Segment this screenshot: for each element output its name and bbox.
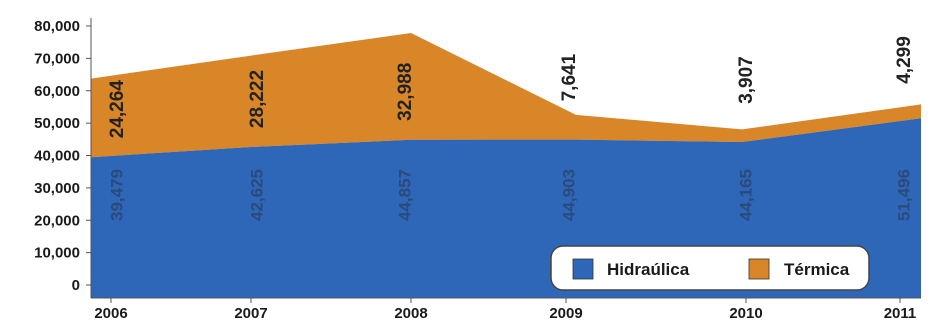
axes: 0 10,000 20,000 30,000 40,000 50,000 60,000 70,… xyxy=(34,18,921,322)
data-label-hidraulica: 42,625 xyxy=(247,169,266,221)
y-tick-label: 50,000 xyxy=(34,115,80,132)
y-tick-label: 80,000 xyxy=(34,18,80,35)
legend-swatch-termica xyxy=(748,258,770,280)
legend-label-hidraulica: Hidraúlica xyxy=(607,260,690,279)
data-label-termica: 4,299 xyxy=(894,36,915,84)
x-tick-label: 2007 xyxy=(234,305,267,322)
x-tick-label: 2009 xyxy=(549,305,582,322)
data-label-termica: 3,907 xyxy=(736,56,757,104)
x-tick-label: 2010 xyxy=(729,305,762,322)
y-tick-label: 40,000 xyxy=(34,148,80,165)
data-labels: 39,479 42,625 44,857 44,903 44,165 51,496 24,2… xyxy=(107,36,915,221)
y-tick-label: 30,000 xyxy=(34,180,80,197)
x-tick-label: 2008 xyxy=(394,305,427,322)
data-label-termica: 24,264 xyxy=(107,80,128,139)
legend-swatch-hidraulica xyxy=(572,258,594,280)
area-termica xyxy=(91,33,921,158)
legend-box xyxy=(550,245,870,291)
data-label-hidraulica: 44,165 xyxy=(736,169,755,221)
data-label-hidraulica: 44,857 xyxy=(395,169,414,221)
y-tick-label: 60,000 xyxy=(34,83,80,100)
data-label-hidraulica: 51,496 xyxy=(894,169,913,221)
x-tick-label: 2011 xyxy=(884,305,917,322)
y-tick-label: 70,000 xyxy=(34,50,80,67)
legend-label-termica: Térmica xyxy=(784,260,850,279)
data-label-termica: 7,641 xyxy=(559,53,580,101)
x-tick-label: 2006 xyxy=(94,305,127,322)
data-label-hidraulica: 39,479 xyxy=(107,169,126,221)
legend: Hidraúlica Térmica xyxy=(550,245,870,291)
data-label-termica: 32,988 xyxy=(395,63,416,121)
y-tick-label: 10,000 xyxy=(34,245,80,262)
y-tick-label: 20,000 xyxy=(34,212,80,229)
data-label-termica: 28,222 xyxy=(247,70,268,128)
y-tick-label: 0 xyxy=(72,277,80,294)
data-label-hidraulica: 44,903 xyxy=(559,169,578,221)
